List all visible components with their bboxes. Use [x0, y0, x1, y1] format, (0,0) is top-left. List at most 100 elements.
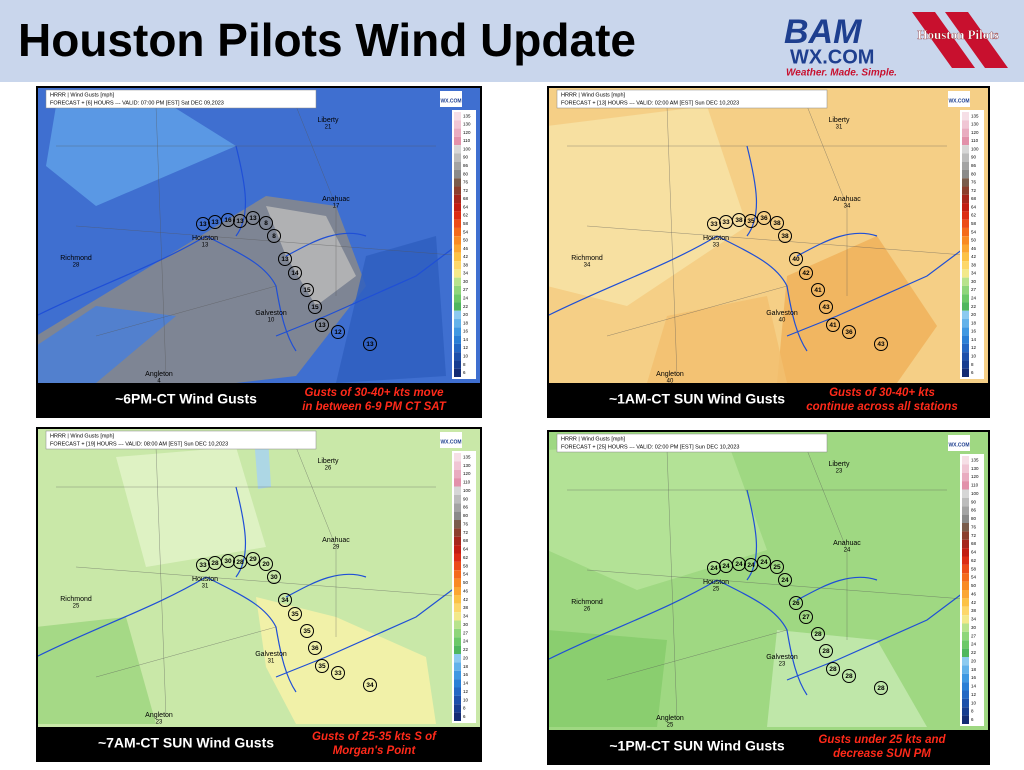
colorbar-label: 30: [971, 625, 977, 630]
station-value: 42: [802, 270, 810, 277]
station-marker: [826, 318, 840, 332]
colorbar-cell: [962, 178, 969, 187]
colorbar-label: 80: [463, 513, 469, 518]
caption-note: Gusts of 30-40+ kts: [829, 387, 935, 399]
colorbar-label: 110: [971, 138, 979, 143]
station-marker: [278, 593, 292, 607]
city-name: Galveston: [255, 651, 287, 658]
colorbar-label: 86: [971, 163, 977, 168]
station-value: 13: [199, 221, 207, 228]
badge-text: WX.COM: [948, 98, 969, 104]
map-panel: HRRR | Wind Gusts [mph] FORECAST + [13] H…: [547, 86, 990, 418]
colorbar-label: 24: [971, 296, 977, 301]
station-value: 33: [710, 221, 718, 228]
colorbar-cell: [962, 310, 969, 320]
colorbar-label: 12: [971, 345, 977, 350]
colorbar-label: 38: [463, 605, 469, 610]
city-name: Anahuac: [322, 537, 350, 544]
colorbar-cell: [962, 539, 969, 549]
colorbar-label: 120: [971, 474, 979, 479]
station-marker: [221, 213, 235, 227]
station-value: 29: [249, 556, 257, 563]
caption-note: Gusts of 25-35 kts S of: [312, 731, 437, 743]
colorbar-label: 86: [463, 505, 469, 510]
colorbar-label: 27: [463, 630, 469, 635]
colorbar-cell: [962, 615, 969, 624]
colorbar-label: 12: [463, 345, 469, 350]
colorbar-label: 90: [463, 496, 469, 501]
colorbar-cell: [454, 335, 461, 344]
colorbar-cell: [962, 128, 969, 137]
colorbar-label: 130: [971, 466, 979, 471]
station-value: 41: [829, 322, 837, 329]
wind-field: [116, 447, 266, 567]
header-line: HRRR | Wind Gusts [mph]: [50, 433, 115, 439]
colorbar-label: 64: [463, 204, 469, 209]
colorbar-cell: [454, 486, 461, 495]
colorbar-label: 72: [463, 188, 469, 193]
city-name: Liberty: [828, 461, 850, 468]
colorbar-cell: [454, 695, 461, 705]
colorbar-label: 54: [463, 229, 469, 234]
map: [549, 88, 988, 383]
badge: [948, 435, 970, 451]
caption-note: Morgan's Point: [333, 745, 417, 757]
colorbar-label: 22: [971, 304, 977, 309]
station-value: 34: [366, 682, 374, 689]
station-marker: [757, 211, 771, 225]
colorbar-cell: [962, 352, 969, 361]
city-value: 10: [268, 318, 275, 324]
station-value: 13: [318, 322, 326, 329]
colorbar-cell: [454, 360, 461, 369]
colorbar-label: 16: [971, 329, 977, 334]
colorbar-label: 120: [463, 471, 471, 476]
colorbar-label: 16: [463, 329, 469, 334]
wind-field: [777, 236, 937, 383]
colorbar-label: 18: [463, 664, 469, 669]
badge-text: WX.COM: [440, 98, 461, 104]
station-marker: [267, 570, 281, 584]
station-value: 43: [822, 304, 830, 311]
colorbar-cell: [962, 360, 969, 369]
colorbar-cell: [454, 478, 461, 487]
roads: [567, 449, 978, 721]
caption: ~6PM-CT Wind Gusts: [115, 391, 257, 407]
station-value: 12: [334, 329, 342, 336]
station-marker: [732, 213, 746, 227]
colorbar-label: 72: [463, 530, 469, 535]
station-value: 35: [291, 611, 299, 618]
colorbar-cell: [454, 578, 461, 587]
colorbar-cell: [454, 536, 461, 546]
badge-text: WX.COM: [948, 442, 969, 448]
city-value: 23: [836, 469, 843, 475]
station-value: 27: [802, 614, 810, 621]
station-marker: [288, 266, 302, 280]
wind-field: [647, 296, 787, 383]
colorbar-cell: [454, 203, 461, 212]
colorbar-cell: [962, 556, 969, 565]
colorbar-cell: [454, 161, 461, 170]
colorbar-label: 20: [971, 658, 977, 663]
colorbar-cell: [962, 120, 969, 129]
colorbar-cell: [454, 570, 461, 579]
header-line: FORECAST + [13] HOURS --- VALID: 02:00 A…: [561, 100, 739, 106]
caption-note: in between 6-9 PM CT SAT: [302, 401, 447, 413]
colorbar-label: 10: [463, 353, 469, 358]
colorbar-cell: [454, 169, 461, 179]
station-value: 35: [318, 663, 326, 670]
station-value: 24: [722, 563, 730, 570]
wind-field: [549, 440, 767, 590]
colorbar-label: 76: [463, 180, 469, 185]
badge: [948, 91, 970, 107]
station-marker: [259, 557, 273, 571]
colorbar-cell: [962, 368, 969, 377]
city-value: 13: [202, 243, 209, 249]
city-value: 33: [713, 243, 720, 249]
colorbar-label: 80: [971, 171, 977, 176]
colorbar-cell: [962, 657, 969, 666]
colorbar-label: 110: [971, 483, 979, 488]
colorbar-cell: [962, 464, 969, 473]
city-value: 25: [73, 604, 80, 610]
logo-wx: WX.COM: [790, 46, 874, 68]
